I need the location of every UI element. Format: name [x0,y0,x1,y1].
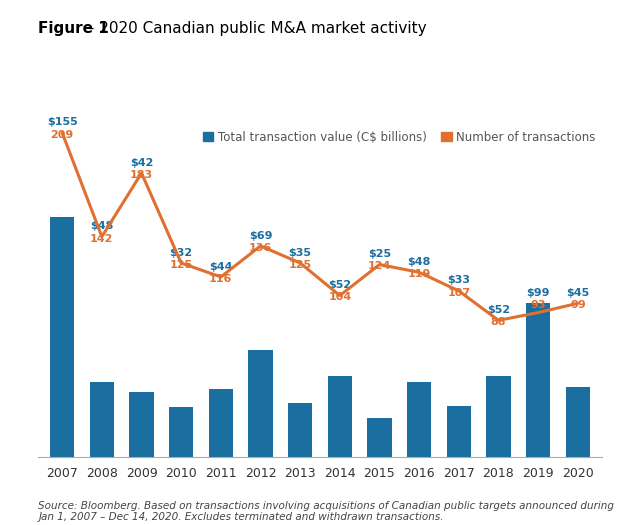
Text: $48: $48 [408,257,431,267]
Text: 183: 183 [130,170,153,180]
Text: $25: $25 [368,249,391,259]
Bar [526,303,550,457]
Bar [50,216,74,457]
Text: $52: $52 [487,305,510,315]
Text: $33: $33 [447,276,470,286]
Text: $32: $32 [170,248,193,258]
Bar [169,407,193,457]
Text: 104: 104 [328,292,351,302]
Text: Figure 1: Figure 1 [38,21,109,36]
Text: 99: 99 [570,300,586,310]
Bar [90,382,114,457]
Text: 119: 119 [408,269,431,279]
Text: 107: 107 [447,288,470,298]
Text: 209: 209 [51,130,74,140]
Text: $42: $42 [130,158,153,167]
Text: 116: 116 [209,274,232,284]
Bar [407,382,431,457]
Bar [486,376,511,457]
Text: $99: $99 [526,288,550,298]
Bar [288,403,312,457]
Text: $45: $45 [566,288,589,298]
Text: $48: $48 [90,221,113,231]
Bar [129,392,154,457]
Text: Source: Bloomberg. Based on transactions involving acquisitions of Canadian publ: Source: Bloomberg. Based on transactions… [38,501,614,522]
Text: 142: 142 [90,234,113,244]
Text: $44: $44 [209,261,232,271]
Text: $35: $35 [289,248,312,258]
Bar [367,418,392,457]
Text: 125: 125 [170,260,193,270]
Text: - 2020 Canadian public M&A market activity: - 2020 Canadian public M&A market activi… [84,21,427,36]
Bar [328,376,352,457]
Bar [248,350,273,457]
Text: $69: $69 [249,230,272,240]
Text: $155: $155 [47,118,77,128]
Text: 125: 125 [289,260,312,270]
Text: 88: 88 [491,317,506,327]
Text: $52: $52 [328,280,351,290]
Text: 124: 124 [368,261,391,271]
Text: 136: 136 [249,243,272,253]
Text: 93: 93 [531,300,546,310]
Bar [566,387,590,457]
Legend: Total transaction value (C$ billions), Number of transactions: Total transaction value (C$ billions), N… [203,131,596,144]
Bar [447,406,471,457]
Bar [209,388,233,457]
